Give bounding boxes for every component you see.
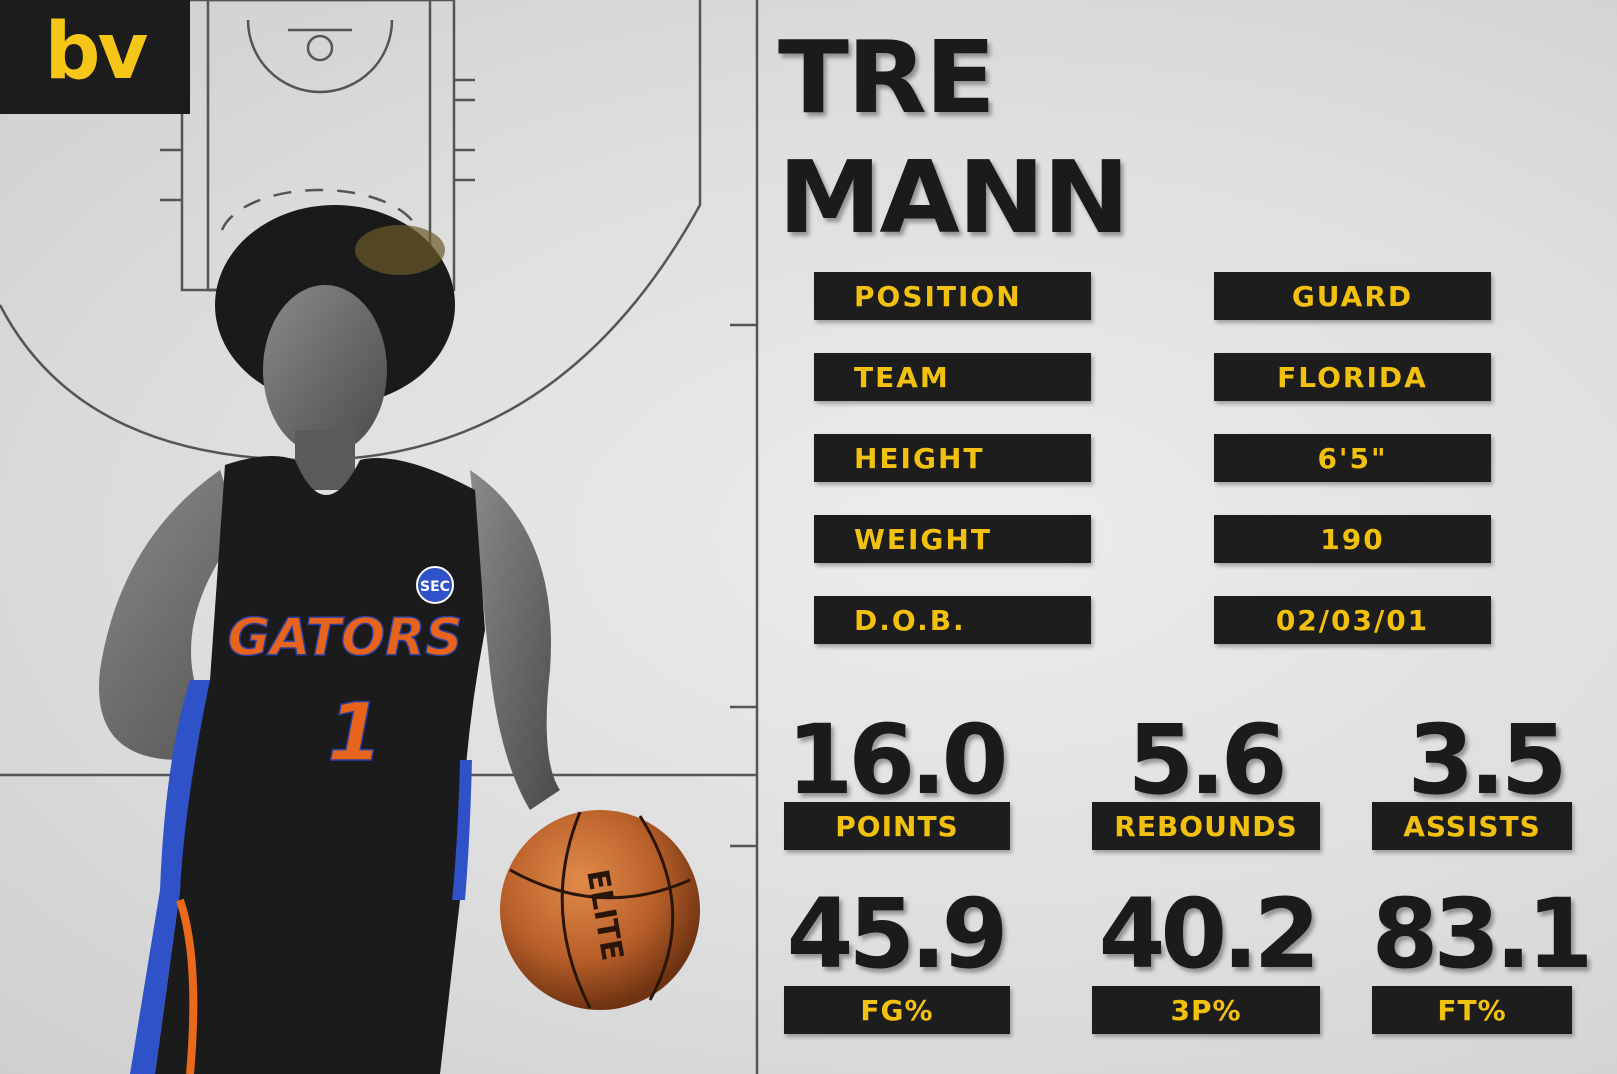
bio-value-dob: 02/03/01	[1214, 596, 1491, 644]
bio-value-team: FLORIDA	[1214, 353, 1491, 401]
jersey-number: 1	[327, 686, 383, 779]
stat-label-3p-pct: 3P%	[1092, 986, 1320, 1034]
stat-value-assists: 3.5	[1407, 704, 1567, 816]
stat-value-rebounds: 5.6	[1127, 704, 1287, 816]
brand-logo: bv	[0, 0, 190, 114]
stat-label-assists: ASSISTS	[1372, 802, 1572, 850]
bio-label-height: HEIGHT	[814, 434, 1091, 482]
stat-label-points: POINTS	[784, 802, 1010, 850]
stat-value-ft-pct: 83.1	[1371, 878, 1594, 990]
stat-label-rebounds: REBOUNDS	[1092, 802, 1320, 850]
stat-label-fg-pct: FG%	[784, 986, 1010, 1034]
bio-label-dob: D.O.B.	[814, 596, 1091, 644]
stat-value-3p-pct: 40.2	[1098, 878, 1321, 990]
bio-value-position: GUARD	[1214, 272, 1491, 320]
player-illustration: GATORS 1 SEC ELITE	[99, 205, 700, 1074]
jersey-text: GATORS	[227, 608, 462, 668]
stat-label-ft-pct: FT%	[1372, 986, 1572, 1034]
conference-badge: SEC	[420, 579, 450, 595]
stat-value-fg-pct: 45.9	[786, 878, 1009, 990]
bio-label-weight: WEIGHT	[814, 515, 1091, 563]
bio-value-height: 6'5"	[1214, 434, 1491, 482]
player-last-name: MANN	[778, 139, 1130, 256]
player-first-name: TRE	[778, 19, 996, 136]
bio-label-position: POSITION	[814, 272, 1091, 320]
bio-value-weight: 190	[1214, 515, 1491, 563]
brand-logo-text: bv	[44, 7, 149, 97]
stat-value-points: 16.0	[786, 704, 1009, 816]
bio-label-team: TEAM	[814, 353, 1091, 401]
